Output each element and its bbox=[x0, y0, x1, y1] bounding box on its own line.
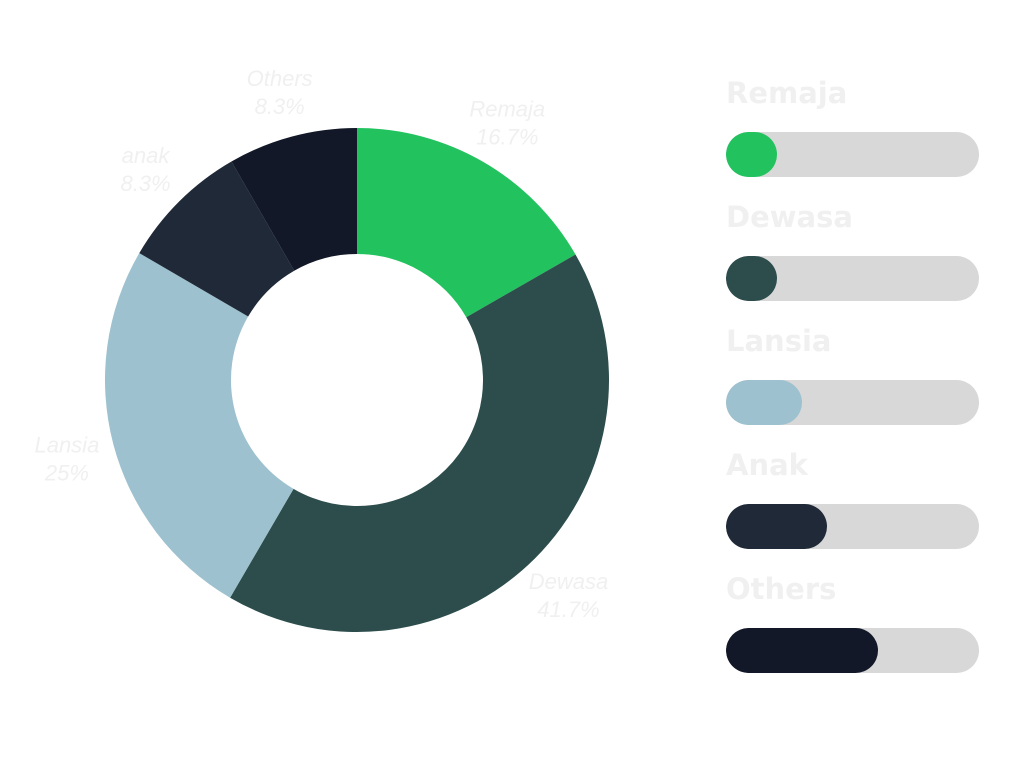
slice-label: Remaja bbox=[469, 96, 545, 121]
bar-row-remaja: Remaja bbox=[726, 76, 979, 200]
progress-bars-panel: Remaja Dewasa Lansia Anak Others bbox=[726, 76, 979, 696]
donut-slice-lansia bbox=[105, 253, 294, 598]
bar-track bbox=[726, 256, 979, 301]
donut-slice-dewasa bbox=[230, 254, 610, 633]
slice-label: Lansia bbox=[34, 432, 99, 457]
donut-chart: Remaja 16.7% Dewasa 41.7% Lansia 25% anak 8.3% O… bbox=[34, 66, 610, 633]
bar-row-others: Others bbox=[726, 572, 979, 696]
bar-track bbox=[726, 504, 979, 549]
bar-label: Dewasa bbox=[726, 200, 853, 234]
bar-fill bbox=[726, 628, 878, 673]
bar-label: Remaja bbox=[726, 76, 848, 110]
slice-label: anak bbox=[122, 143, 171, 168]
slice-percent-label: 8.3% bbox=[120, 171, 170, 196]
bar-label: Lansia bbox=[726, 324, 832, 358]
slice-label: Dewasa bbox=[529, 569, 608, 594]
bar-fill bbox=[726, 132, 777, 177]
bar-fill bbox=[726, 504, 828, 549]
bar-label: Others bbox=[726, 572, 837, 606]
bar-row-dewasa: Dewasa bbox=[726, 200, 979, 324]
bar-track bbox=[726, 628, 979, 673]
slice-percent-label: 8.3% bbox=[255, 94, 305, 119]
bar-track bbox=[726, 380, 979, 425]
bar-fill bbox=[726, 380, 802, 425]
bar-row-anak: Anak bbox=[726, 448, 979, 572]
donut-slice-anak bbox=[139, 161, 295, 317]
donut-slice-remaja bbox=[357, 128, 576, 318]
bar-fill bbox=[726, 256, 777, 301]
bar-track bbox=[726, 132, 979, 177]
donut-slice-others bbox=[231, 128, 357, 271]
bar-row-lansia: Lansia bbox=[726, 324, 979, 448]
slice-percent-label: 16.7% bbox=[476, 124, 538, 149]
bar-label: Anak bbox=[726, 448, 808, 482]
slice-label: Others bbox=[247, 66, 313, 91]
slice-percent-label: 25% bbox=[44, 460, 89, 485]
slice-percent-label: 41.7% bbox=[537, 597, 599, 622]
